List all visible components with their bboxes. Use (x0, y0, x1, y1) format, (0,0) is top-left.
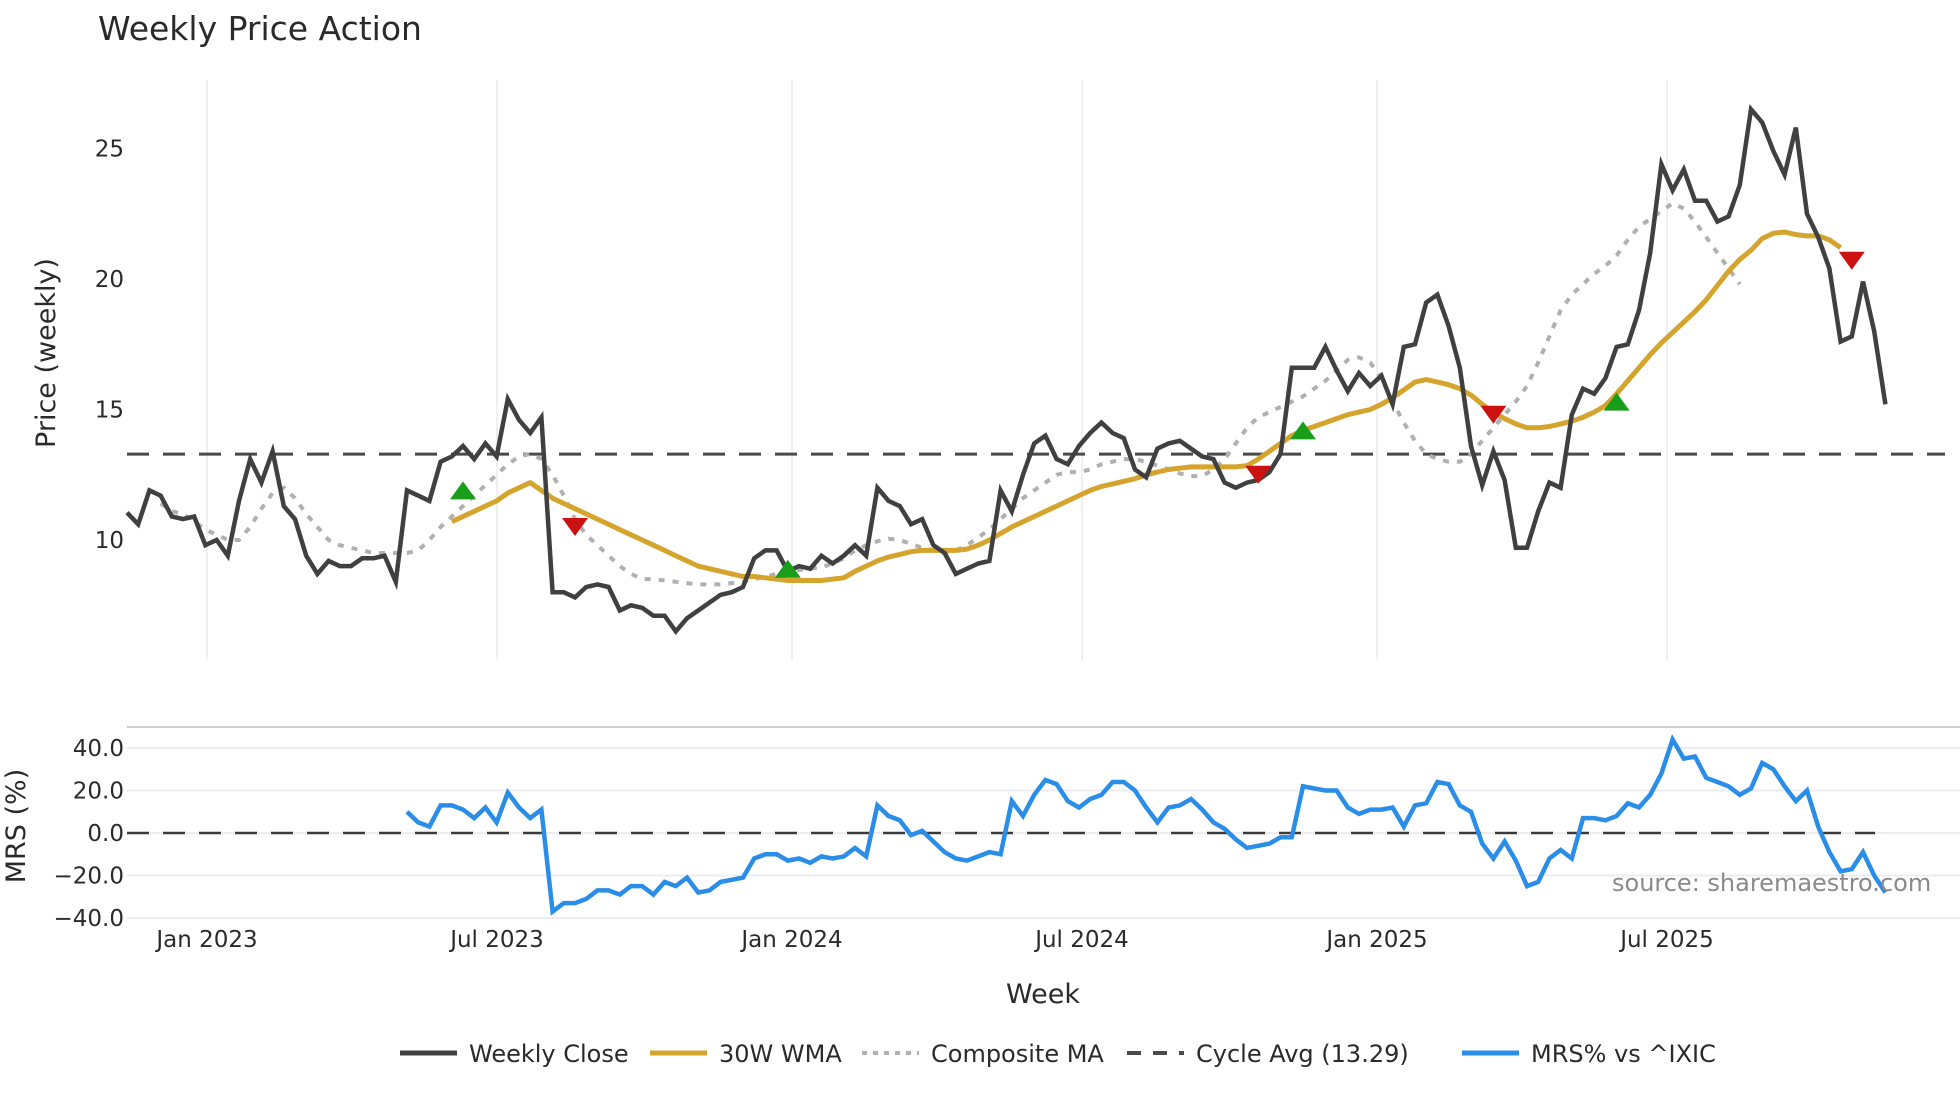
price-vertical-gridlines (206, 80, 1668, 660)
x-tick-label: Jan 2023 (154, 927, 257, 953)
legend-item: MRS% vs ^IXIC (1462, 1040, 1716, 1068)
price-y-tick-label: 25 (95, 137, 124, 163)
buy-signal-triangle-up-icon (1290, 421, 1316, 440)
weekly-close-line (125, 104, 1888, 636)
source-attribution: source: sharemaestro.com (1612, 869, 1931, 897)
x-tick-label: Jul 2024 (1033, 927, 1129, 953)
mrs-y-axis-label: MRS (%) (1, 769, 32, 884)
x-axis-ticks: Jan 2023 Jul 2023 Jan 2024 Jul 2024 Jan 2025… (154, 927, 1713, 953)
price-y-tick-label: 20 (95, 267, 124, 293)
buy-signal-triangle-up-icon (1603, 392, 1630, 411)
mrs-y-axis-ticks: 40.0 20.0 0.0 −20.0 −40.0 (54, 736, 124, 932)
legend: Weekly Close 30W WMA Composite MA Cycle Avg… (400, 1040, 1716, 1068)
x-tick-label: Jul 2023 (448, 927, 544, 953)
legend-label: Cycle Avg (13.29) (1196, 1040, 1409, 1068)
legend-item: Composite MA (862, 1040, 1104, 1068)
legend-item: 30W WMA (650, 1040, 842, 1068)
price-y-axis-label: Price (weekly) (31, 258, 62, 448)
x-tick-label: Jul 2025 (1618, 927, 1714, 953)
x-tick-label: Jan 2024 (739, 927, 842, 953)
buy-signal-triangle-up-icon (450, 481, 476, 500)
x-tick-label: Jan 2025 (1324, 927, 1427, 953)
mrs-y-tick-label: 40.0 (73, 736, 124, 762)
mrs-y-tick-label: −20.0 (54, 864, 124, 890)
x-axis-label: Week (1006, 979, 1080, 1010)
wma-30w-line (450, 229, 1843, 583)
sell-signal-triangle-down-icon (1838, 251, 1865, 270)
chart-title: Weekly Price Action (98, 9, 422, 48)
mrs-panel: 40.0 20.0 0.0 −20.0 −40.0 MRS (%) source: sh… (1, 726, 1960, 932)
legend-item: Weekly Close (400, 1040, 629, 1068)
buy-signal-triangle-up-icon (774, 559, 801, 578)
legend-label: MRS% vs ^IXIC (1531, 1040, 1716, 1068)
sell-signal-triangle-down-icon (1480, 405, 1507, 424)
price-y-tick-label: 10 (95, 528, 124, 554)
legend-label: Weekly Close (469, 1040, 629, 1068)
mrs-y-tick-label: 0.0 (87, 821, 124, 847)
price-y-axis-ticks: 10 15 20 25 (95, 137, 124, 555)
price-panel: 10 15 20 25 Price (weekly) (31, 80, 1945, 660)
signal-markers (450, 251, 1865, 578)
composite-ma-line (159, 201, 1742, 587)
mrs-y-tick-label: 20.0 (73, 779, 124, 805)
mrs-y-tick-label: −40.0 (54, 906, 124, 932)
mrs-line (405, 734, 1888, 916)
legend-item: Cycle Avg (13.29) (1127, 1040, 1409, 1068)
legend-label: 30W WMA (719, 1040, 842, 1068)
legend-label: Composite MA (931, 1040, 1104, 1068)
sell-signal-triangle-down-icon (1245, 465, 1272, 484)
sell-signal-triangle-down-icon (562, 517, 588, 536)
price-y-tick-label: 15 (95, 398, 124, 424)
